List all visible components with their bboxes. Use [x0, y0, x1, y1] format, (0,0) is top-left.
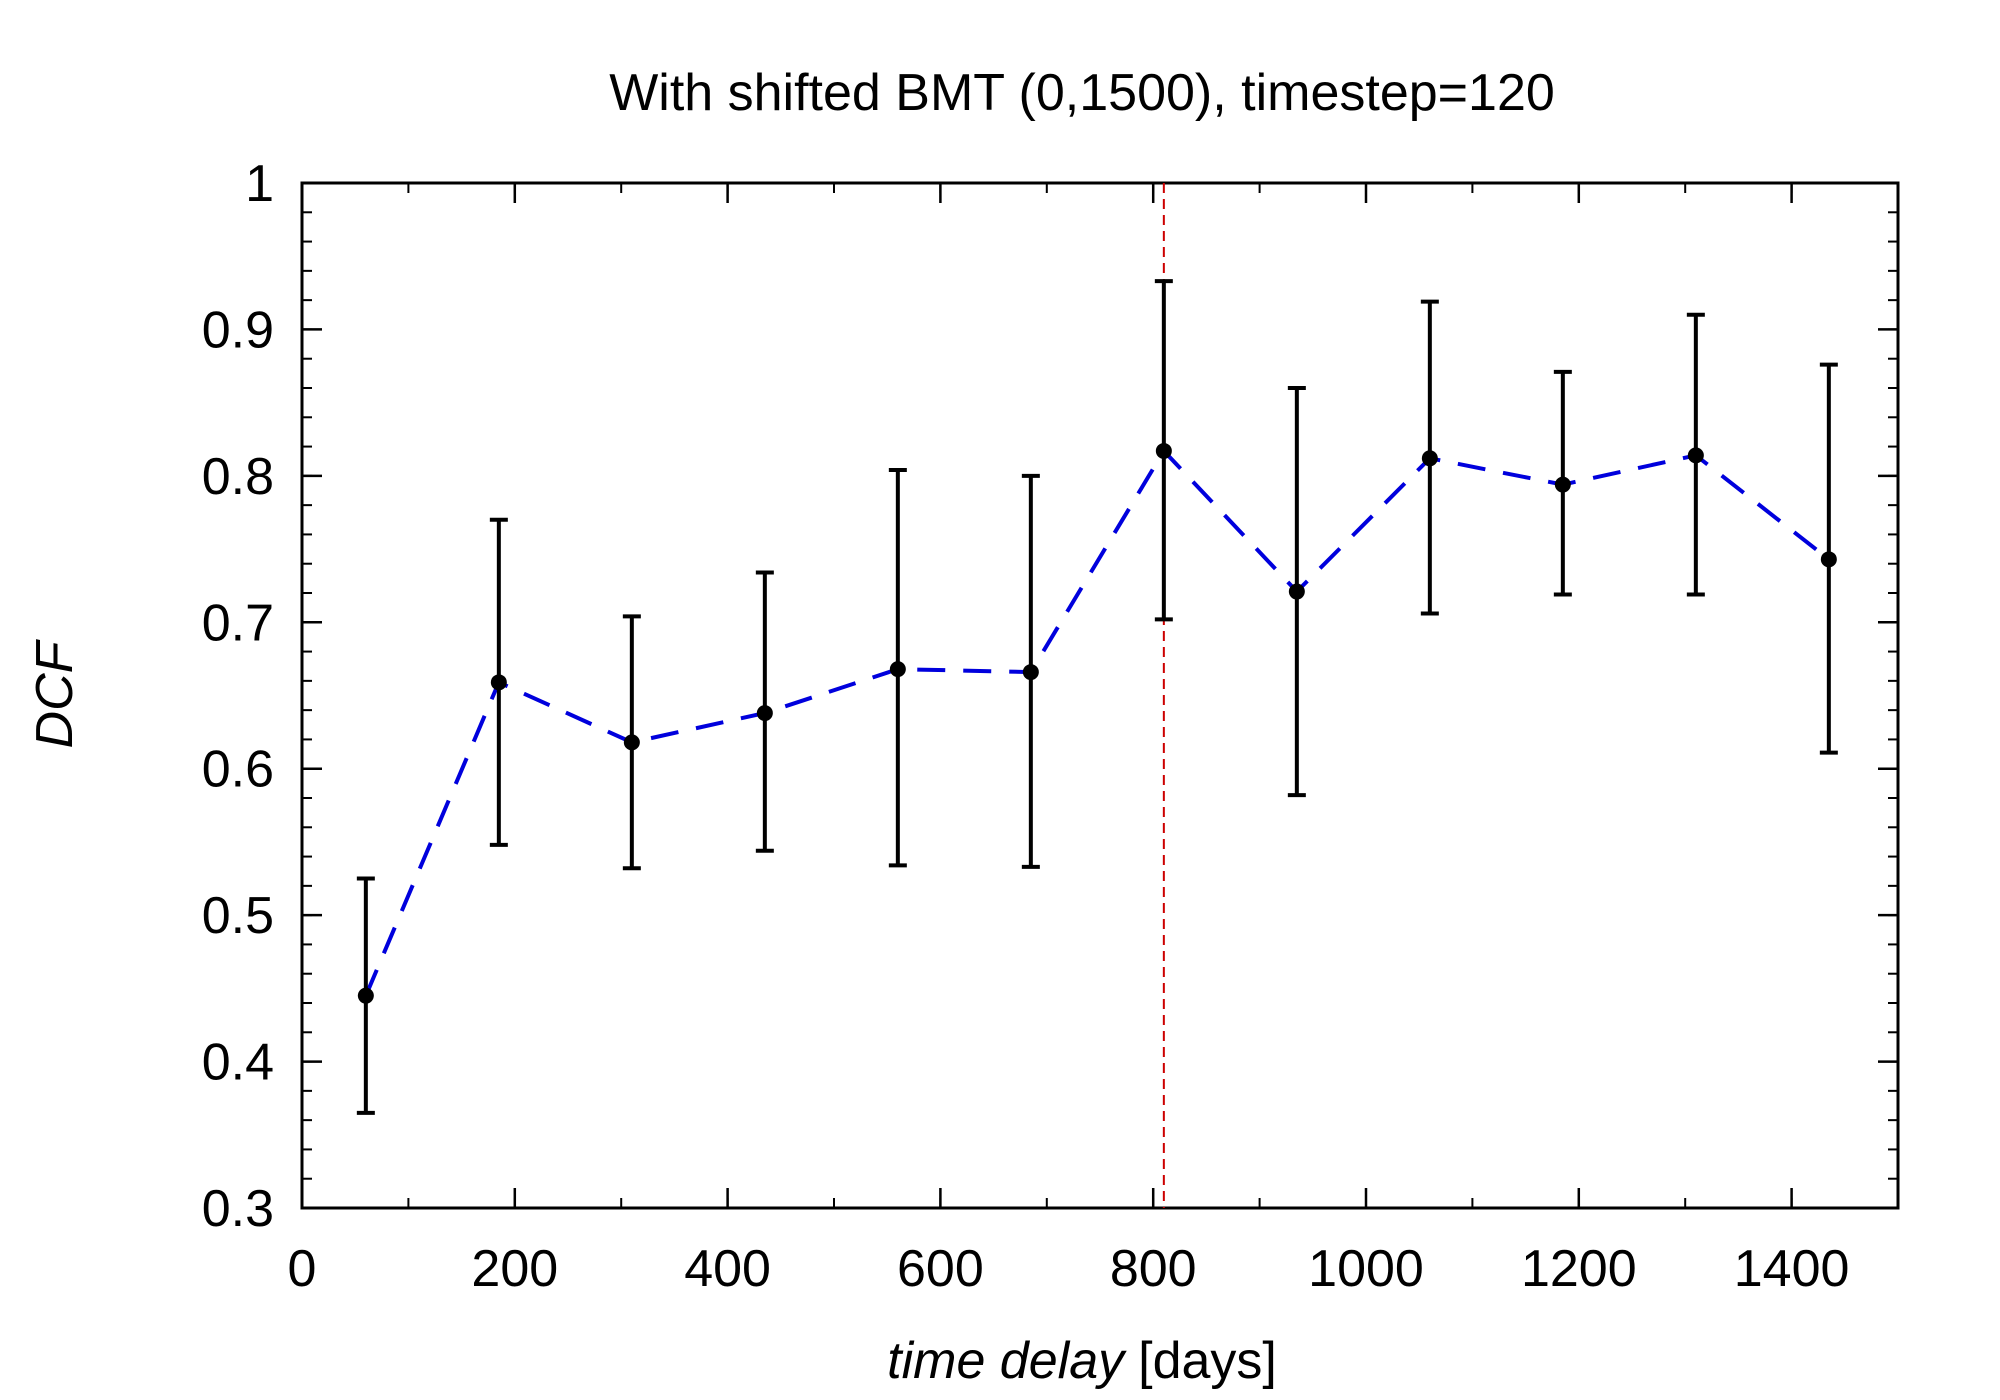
x-axis-label: time delay [days] [887, 1332, 1277, 1390]
y-tick-label: 0.8 [202, 448, 274, 506]
y-axis-label: DCF [26, 638, 84, 748]
x-tick-label: 1200 [1521, 1240, 1637, 1298]
y-tick-label: 0.9 [202, 301, 274, 359]
x-tick-label: 1000 [1308, 1240, 1424, 1298]
data-point [490, 674, 507, 691]
data-point [1155, 442, 1172, 459]
data-point [889, 661, 906, 678]
x-tick-label: 800 [1110, 1240, 1197, 1298]
x-tick-label: 400 [684, 1240, 771, 1298]
x-tick-label: 600 [897, 1240, 984, 1298]
x-tick-label: 1400 [1734, 1240, 1850, 1298]
plot-frame [300, 181, 1900, 1210]
y-tick-label: 0.7 [202, 594, 274, 652]
x-axis-label-italic: time delay [887, 1332, 1127, 1390]
x-tick-label: 200 [471, 1240, 558, 1298]
data-point [1022, 664, 1039, 681]
plot-area: 0 200 400 600 800 1000 1200 1400 0.3 0.4 0.5 0.6 0.7… [202, 155, 1900, 1298]
data-point [1421, 450, 1438, 467]
data-point [623, 734, 640, 751]
y-tick-label: 0.3 [202, 1180, 274, 1238]
data-point [1820, 551, 1837, 568]
y-tick-label: 0.5 [202, 887, 274, 945]
data-point [756, 705, 773, 722]
data-point [1288, 583, 1305, 600]
data-point [357, 987, 374, 1004]
chart-title: With shifted BMT (0,1500), timestep=120 [609, 64, 1555, 122]
y-tick-label: 0.4 [202, 1034, 274, 1092]
y-tick-label: 0.6 [202, 741, 274, 799]
series-line [363, 447, 1831, 997]
x-axis-label-unit: [days] [1138, 1332, 1277, 1390]
y-tick-label: 1 [245, 155, 274, 213]
data-point [1687, 447, 1704, 464]
data-point [1554, 476, 1571, 493]
x-tick-label: 0 [288, 1240, 317, 1298]
